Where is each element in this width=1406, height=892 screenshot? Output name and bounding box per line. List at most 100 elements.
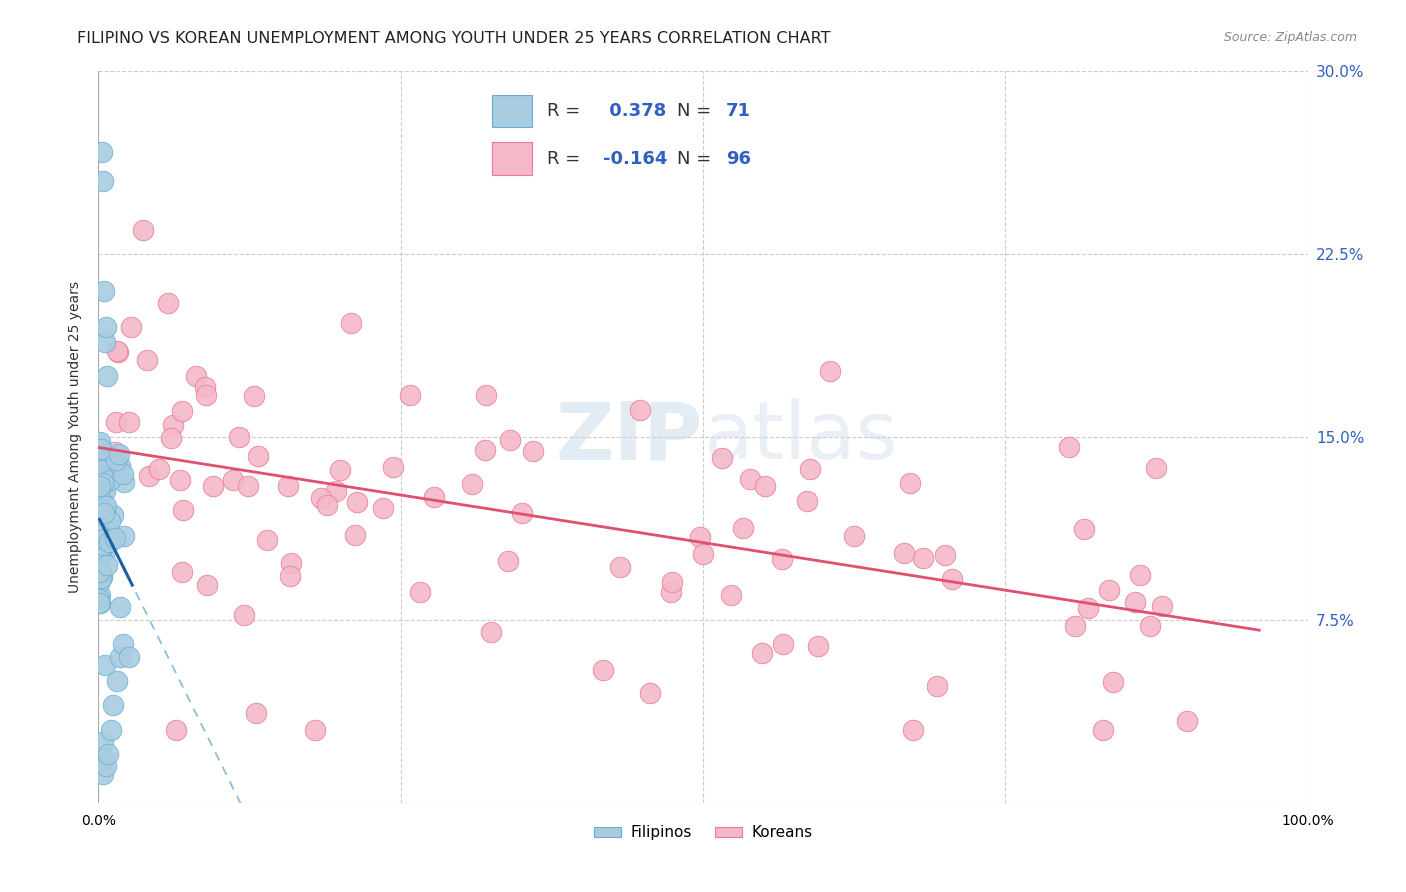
Point [740,473,762,487]
Point [89,500,111,514]
Point [912,551,935,566]
Text: Source: ZipAtlas.com: Source: ZipAtlas.com [1223,31,1357,45]
Point [89,518,111,533]
Point [90,569,112,583]
Point [93,537,115,551]
Point [98,535,121,549]
Point [135,353,157,368]
Point [1139,619,1161,633]
Point [91,735,114,749]
Point [108,459,131,474]
Point [91,463,114,477]
Point [101,508,124,523]
Point [659,584,682,599]
Point [107,447,129,461]
Point [93,538,115,552]
Point [162,418,184,433]
Point [329,463,352,477]
Point [1098,583,1121,598]
Point [818,364,841,378]
Point [799,462,821,476]
Point [661,574,683,589]
Point [689,530,711,544]
Point [461,477,484,491]
Point [105,673,128,688]
Point [96,499,118,513]
Point [754,479,776,493]
Point [93,497,115,511]
Point [89,588,111,602]
Point [170,566,193,580]
Point [97,474,120,488]
Point [107,344,129,359]
Point [710,450,733,465]
Point [399,388,422,402]
Point [236,479,259,493]
Point [346,494,368,508]
Point [731,521,754,535]
Point [90,564,112,578]
Point [522,443,544,458]
Point [222,473,245,487]
Point [157,296,180,310]
Point [93,284,115,298]
Point [93,752,115,766]
Point [91,174,114,188]
Point [479,625,502,640]
Point [104,531,127,545]
Point [628,403,651,417]
Point [138,468,160,483]
Point [898,476,921,491]
Point [112,475,135,489]
Point [89,549,111,563]
Point [108,649,131,664]
Point [340,316,363,330]
Point [131,223,153,237]
Point [90,501,112,516]
Point [91,452,114,467]
Point [94,657,117,672]
Legend: Filipinos, Koreans: Filipinos, Koreans [588,819,818,847]
Point [1057,440,1080,454]
Point [510,506,533,520]
Point [770,551,793,566]
Point [111,637,134,651]
Point [94,470,117,484]
Point [1101,674,1123,689]
Point [91,145,114,159]
Point [112,529,135,543]
Point [104,453,127,467]
Point [842,528,865,542]
Point [246,449,269,463]
Point [100,723,122,737]
Point [186,369,208,384]
Point [94,537,117,551]
Point [89,489,111,503]
Point [110,600,132,615]
Point [90,524,112,539]
Point [941,572,963,586]
Point [89,435,111,450]
Point [89,576,111,591]
Point [1073,522,1095,536]
Point [772,637,794,651]
Point [96,558,118,572]
Point [278,568,301,582]
Point [105,344,128,359]
Point [474,443,496,458]
Text: atlas: atlas [703,398,897,476]
Point [228,430,250,444]
Point [159,431,181,445]
Point [751,646,773,660]
Point [304,723,326,737]
Point [232,607,254,622]
Point [118,415,141,429]
Point [169,473,191,487]
Point [104,445,127,459]
Point [901,723,924,737]
Point [89,596,111,610]
Point [89,565,111,579]
Point [371,500,394,515]
Point [592,663,614,677]
Point [94,320,117,334]
